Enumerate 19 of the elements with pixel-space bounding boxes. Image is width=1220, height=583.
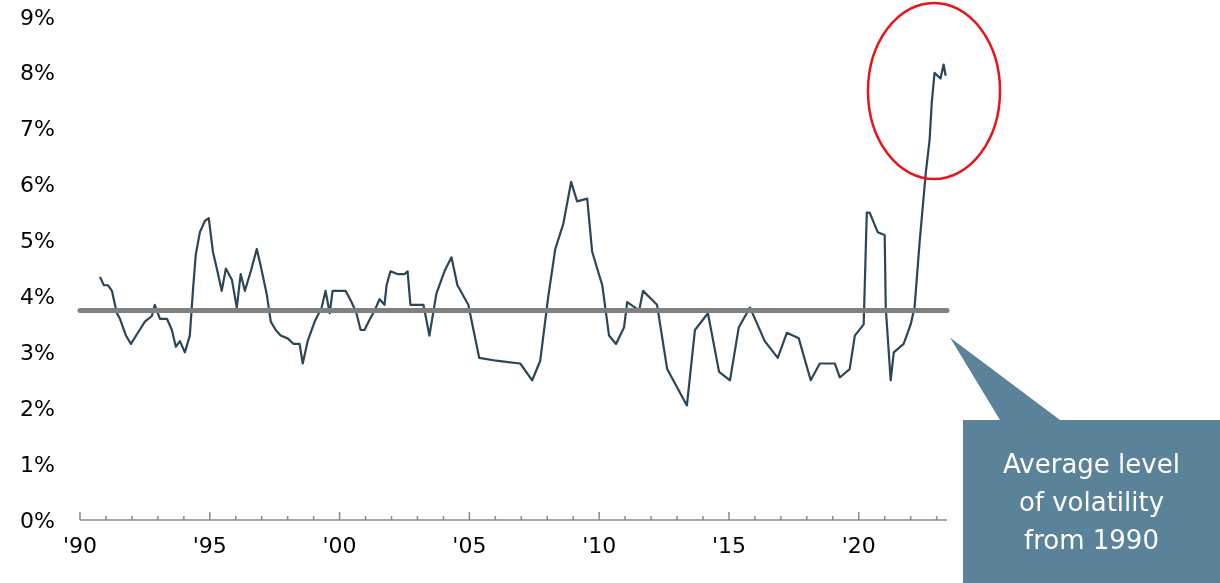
x-tick-label: '00: [322, 533, 357, 558]
y-tick-label: 8%: [20, 60, 55, 86]
text: Average level of volatility from 1990: [1003, 448, 1180, 555]
x-tick-label: '95: [192, 533, 227, 558]
y-tick-label: 7%: [20, 116, 55, 142]
y-tick-label: 9%: [20, 4, 55, 30]
x-tick-label: '15: [711, 533, 746, 558]
y-tick-label: 0%: [20, 507, 55, 533]
y-tick-label: 5%: [20, 228, 55, 254]
y-tick-label: 2%: [20, 395, 55, 421]
x-tick-label: '20: [841, 533, 876, 558]
x-tick-label: '05: [452, 533, 487, 558]
y-tick-label: 6%: [20, 172, 55, 198]
line-series: [98, 63, 947, 407]
y-tick-label: 1%: [20, 451, 55, 477]
x-tick-label: '90: [62, 533, 98, 558]
y-tick-label: 3%: [20, 339, 55, 365]
y-tick-label: 4%: [20, 283, 55, 309]
x-tick-label: '10: [582, 533, 617, 558]
